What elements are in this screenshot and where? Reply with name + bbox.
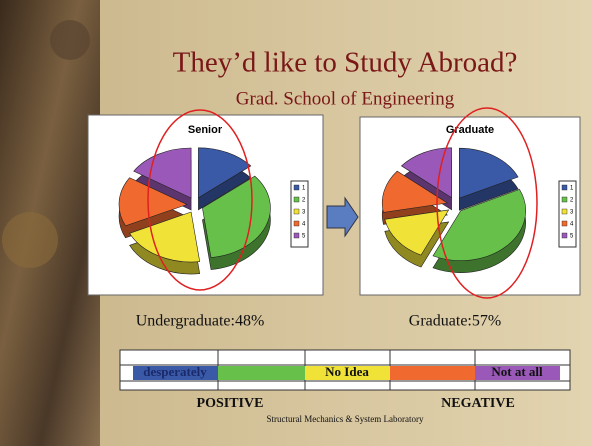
legend-swatch bbox=[562, 221, 567, 226]
scale-label: desperately bbox=[143, 364, 207, 379]
caption: Undergraduate:48% bbox=[136, 313, 265, 330]
scale-label: No Idea bbox=[325, 364, 369, 379]
scale-right: NEGATIVE bbox=[441, 396, 515, 411]
slide-subtitle: Grad. School of Engineering bbox=[236, 88, 455, 109]
legend-box bbox=[559, 181, 576, 247]
slide-title: They’d like to Study Abroad? bbox=[173, 47, 518, 79]
legend-swatch bbox=[562, 185, 567, 190]
scale-segment bbox=[218, 366, 305, 380]
decor-medal bbox=[50, 20, 90, 60]
scale-segment bbox=[390, 366, 475, 380]
legend-swatch bbox=[562, 197, 567, 202]
chart-title: Senior bbox=[188, 124, 223, 136]
legend-swatch bbox=[294, 185, 299, 190]
legend-swatch bbox=[294, 233, 299, 238]
footer: Structural Mechanics & System Laboratory bbox=[267, 414, 424, 424]
legend-swatch bbox=[294, 209, 299, 214]
scale-left: POSITIVE bbox=[197, 396, 264, 411]
scale-label: Not at all bbox=[491, 364, 543, 379]
caption: Graduate:57% bbox=[409, 313, 501, 330]
legend-swatch bbox=[294, 221, 299, 226]
slide: They’d like to Study Abroad? Grad. Schoo… bbox=[0, 0, 591, 446]
legend-swatch bbox=[562, 209, 567, 214]
legend-swatch bbox=[294, 197, 299, 202]
legend-box bbox=[291, 181, 308, 247]
decor-medal bbox=[2, 212, 58, 268]
legend-swatch bbox=[562, 233, 567, 238]
